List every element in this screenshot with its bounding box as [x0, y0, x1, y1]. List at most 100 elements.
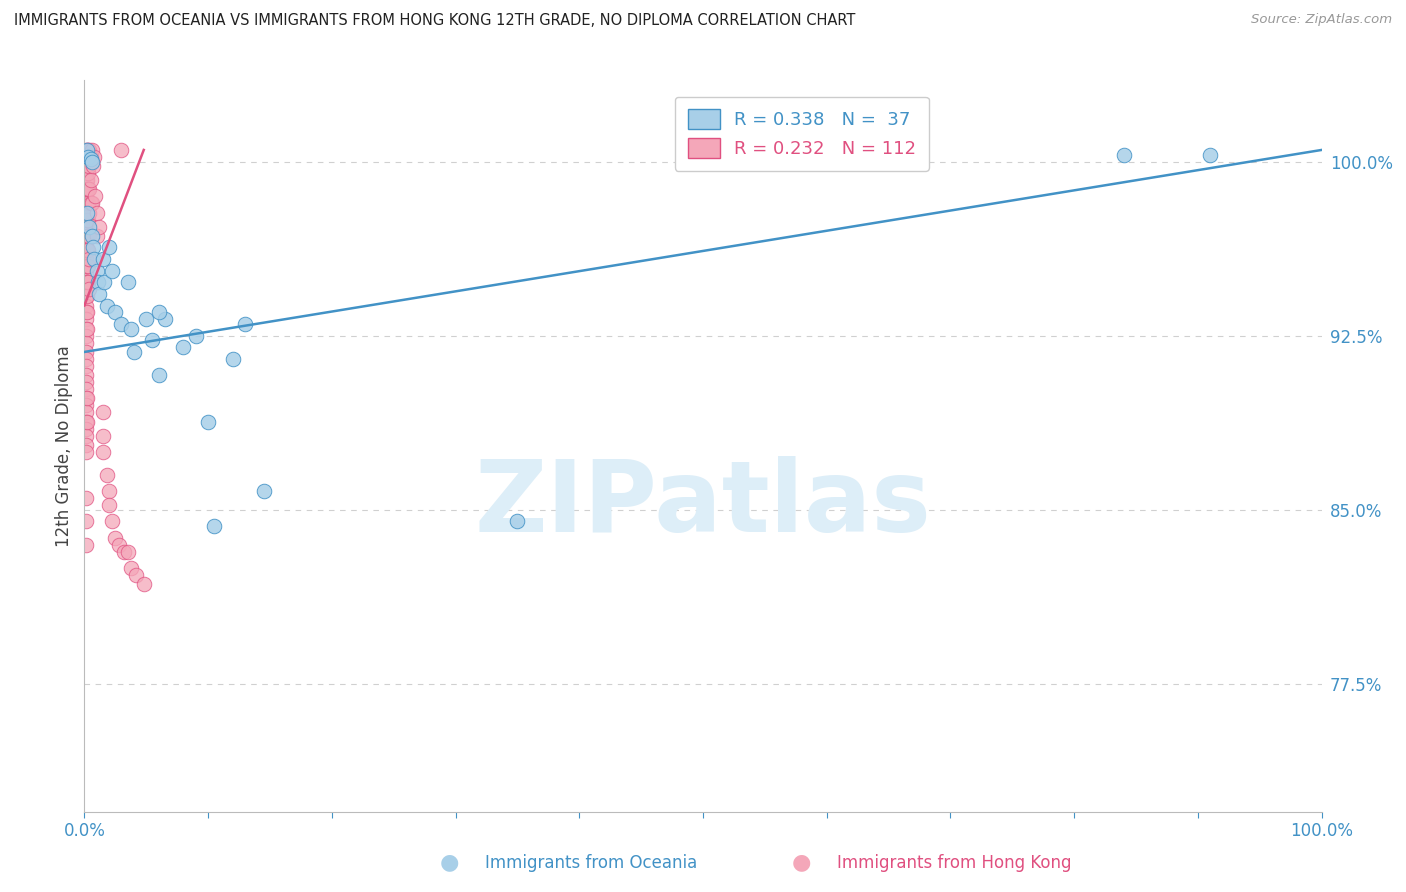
Point	[77, 212, 100, 227]
Point	[76, 143, 98, 157]
Point	[76, 228, 98, 243]
Text: IMMIGRANTS FROM OCEANIA VS IMMIGRANTS FROM HONG KONG 12TH GRADE, NO DIPLOMA CORR: IMMIGRANTS FROM OCEANIA VS IMMIGRANTS FR…	[14, 13, 855, 29]
Point	[77, 228, 100, 243]
Point	[75, 299, 97, 313]
Point	[76, 289, 98, 303]
Text: Immigrants from Hong Kong: Immigrants from Hong Kong	[837, 855, 1071, 872]
Point	[75, 259, 97, 273]
Point	[80, 154, 103, 169]
Point	[108, 538, 131, 552]
Point	[75, 143, 97, 157]
Point	[75, 421, 97, 435]
Point	[184, 328, 207, 343]
Point	[202, 519, 225, 533]
Point	[75, 335, 97, 350]
Point	[77, 182, 100, 196]
Point	[75, 438, 97, 452]
Point	[76, 305, 98, 319]
Point	[91, 252, 114, 266]
Point	[75, 312, 97, 326]
Point	[86, 263, 108, 277]
Point	[148, 368, 170, 383]
Point	[75, 159, 97, 173]
Point	[76, 182, 98, 196]
Point	[77, 196, 100, 211]
Legend: R = 0.338   N =  37, R = 0.232   N = 112: R = 0.338 N = 37, R = 0.232 N = 112	[675, 96, 929, 170]
Point	[79, 228, 101, 243]
Point	[75, 392, 97, 406]
Point	[153, 312, 176, 326]
Point	[75, 359, 97, 373]
Point	[79, 182, 101, 196]
Point	[75, 405, 97, 419]
Point	[79, 143, 101, 157]
Text: ZIPatlas: ZIPatlas	[475, 456, 931, 553]
Point	[75, 398, 97, 412]
Point	[91, 428, 114, 442]
Point	[98, 484, 121, 499]
Point	[98, 498, 121, 512]
Point	[75, 173, 97, 187]
Point	[122, 345, 145, 359]
Point	[87, 275, 110, 289]
Point	[96, 468, 118, 483]
Point	[75, 351, 97, 366]
Point	[76, 143, 98, 157]
Point	[75, 375, 97, 389]
Point	[75, 345, 97, 359]
Text: ●: ●	[440, 853, 460, 872]
Point	[75, 328, 97, 343]
Point	[120, 322, 142, 336]
Point	[141, 334, 163, 348]
Point	[76, 173, 98, 187]
Point	[75, 196, 97, 211]
Point	[125, 567, 148, 582]
Point	[75, 382, 97, 396]
Point	[79, 196, 101, 211]
Point	[75, 445, 97, 459]
Point	[76, 322, 98, 336]
Point	[79, 252, 101, 266]
Text: Immigrants from Oceania: Immigrants from Oceania	[485, 855, 697, 872]
Point	[82, 159, 104, 173]
Point	[75, 275, 97, 289]
Point	[76, 205, 98, 219]
Point	[86, 205, 108, 219]
Point	[506, 515, 529, 529]
Point	[75, 415, 97, 429]
Point	[104, 305, 127, 319]
Point	[89, 286, 111, 301]
Point	[75, 428, 97, 442]
Point	[132, 577, 155, 591]
Point	[75, 491, 97, 506]
Point	[76, 243, 98, 257]
Point	[104, 531, 127, 545]
Point	[233, 317, 256, 331]
Point	[75, 219, 97, 234]
Point	[75, 305, 97, 319]
Point	[77, 166, 100, 180]
Point	[80, 228, 103, 243]
Point	[75, 150, 97, 164]
Point	[77, 150, 100, 164]
Point	[1112, 147, 1135, 161]
Point	[100, 263, 122, 277]
Point	[75, 538, 97, 552]
Point	[75, 368, 97, 383]
Text: ●: ●	[792, 853, 811, 872]
Point	[77, 150, 100, 164]
Point	[75, 282, 97, 296]
Text: Source: ZipAtlas.com: Source: ZipAtlas.com	[1251, 13, 1392, 27]
Point	[75, 182, 97, 196]
Point	[96, 299, 118, 313]
Point	[89, 219, 111, 234]
Point	[75, 228, 97, 243]
Point	[841, 147, 863, 161]
Point	[172, 340, 194, 354]
Point	[1199, 147, 1222, 161]
Point	[80, 196, 103, 211]
Point	[76, 196, 98, 211]
Point	[120, 561, 142, 575]
Point	[75, 243, 97, 257]
Point	[86, 228, 108, 243]
